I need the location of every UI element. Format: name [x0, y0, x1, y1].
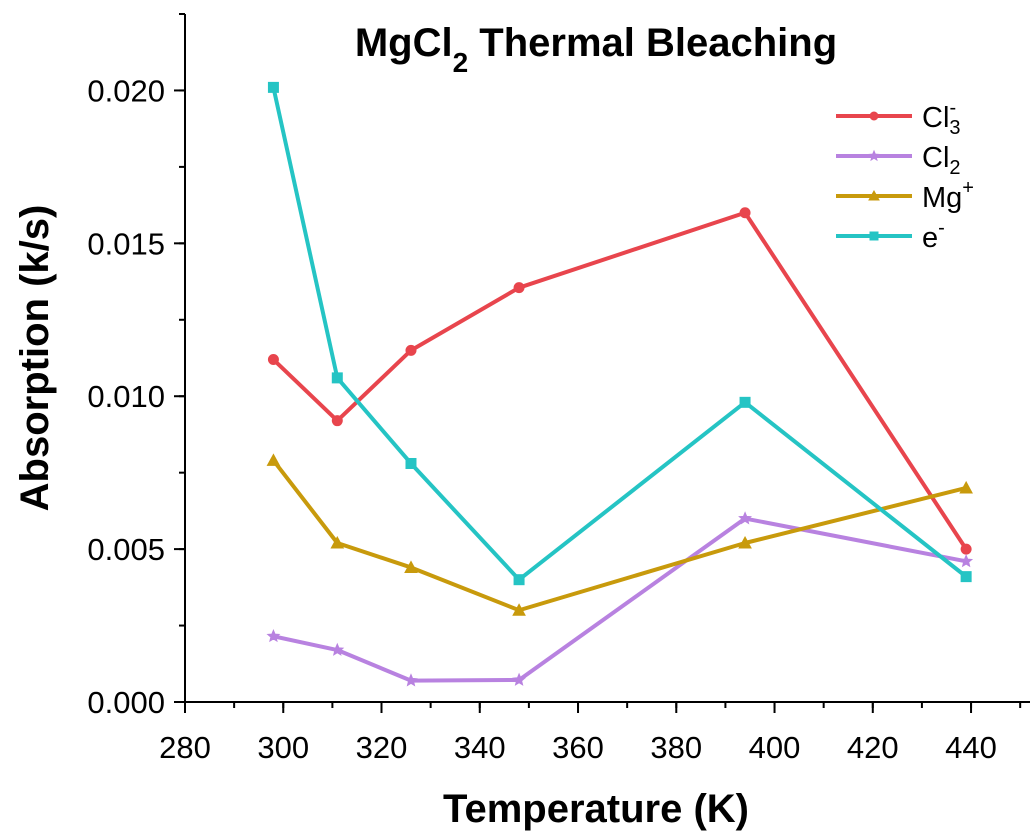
x-tick-label: 300: [257, 730, 309, 765]
data-point: [869, 111, 879, 121]
series-layer: [266, 81, 974, 687]
legend-item: Cl2: [836, 142, 961, 179]
x-axis-ticks: 280 300 320 340 360 380 400 420 440: [159, 702, 1022, 765]
series-line: [273, 516, 967, 683]
data-point: [959, 480, 973, 494]
data-point: [267, 354, 279, 366]
data-point: [404, 673, 418, 687]
data-point: [330, 642, 345, 656]
series-line: [271, 459, 967, 613]
y-axis-ticks: 0.000 0.005 0.010 0.015 0.020: [87, 13, 185, 720]
data-point: [739, 207, 751, 219]
data-point: [405, 457, 417, 469]
series-1: [266, 511, 974, 687]
y-tick-label: 0.005: [87, 532, 165, 567]
legend-label: Mg+: [922, 177, 974, 214]
data-point: [960, 543, 972, 555]
legend-item: Cl3-: [836, 97, 961, 139]
series-0: [267, 207, 972, 555]
x-tick-label: 380: [650, 730, 702, 765]
x-tick-label: 360: [552, 730, 604, 765]
data-point: [512, 603, 526, 616]
legend-label: Cl2: [922, 142, 961, 179]
data-point: [330, 535, 345, 549]
series-3: [267, 81, 972, 586]
y-tick-label: 0.015: [87, 226, 165, 261]
data-point: [868, 189, 880, 201]
data-point: [738, 511, 752, 525]
legend-label: Cl3-: [922, 97, 961, 139]
data-point: [404, 560, 418, 573]
x-tick-label: 320: [356, 730, 408, 765]
y-tick-label: 0.020: [87, 73, 165, 108]
series-line: [271, 86, 968, 582]
data-point: [739, 396, 751, 408]
x-tick-label: 420: [847, 730, 899, 765]
legend-item: e-: [836, 217, 945, 254]
x-tick-label: 440: [945, 730, 997, 765]
data-point: [512, 672, 527, 686]
data-point: [738, 535, 752, 549]
data-point: [331, 415, 343, 427]
data-point: [959, 554, 974, 568]
data-point: [868, 149, 880, 162]
x-axis-title: Temperature (K): [443, 787, 749, 831]
data-point: [267, 81, 279, 93]
chart-title: MgCl2 Thermal Bleaching: [355, 21, 837, 78]
x-tick-label: 280: [159, 730, 211, 765]
data-point: [869, 231, 879, 241]
y-axis-title: Absorption (k/s): [13, 205, 57, 512]
data-point: [513, 574, 525, 586]
data-point: [266, 628, 281, 643]
x-tick-label: 400: [749, 730, 801, 765]
y-tick-label: 0.010: [87, 379, 165, 414]
data-point: [405, 344, 417, 356]
data-point: [331, 372, 343, 384]
series-line: [272, 210, 968, 551]
legend-item: Mg+: [836, 177, 974, 214]
data-point: [513, 282, 525, 294]
series-2: [266, 453, 973, 616]
y-tick-label: 0.000: [87, 685, 165, 720]
data-point: [266, 453, 281, 466]
legend-label: e-: [922, 217, 945, 254]
x-tick-label: 340: [454, 730, 506, 765]
data-point: [960, 571, 972, 583]
